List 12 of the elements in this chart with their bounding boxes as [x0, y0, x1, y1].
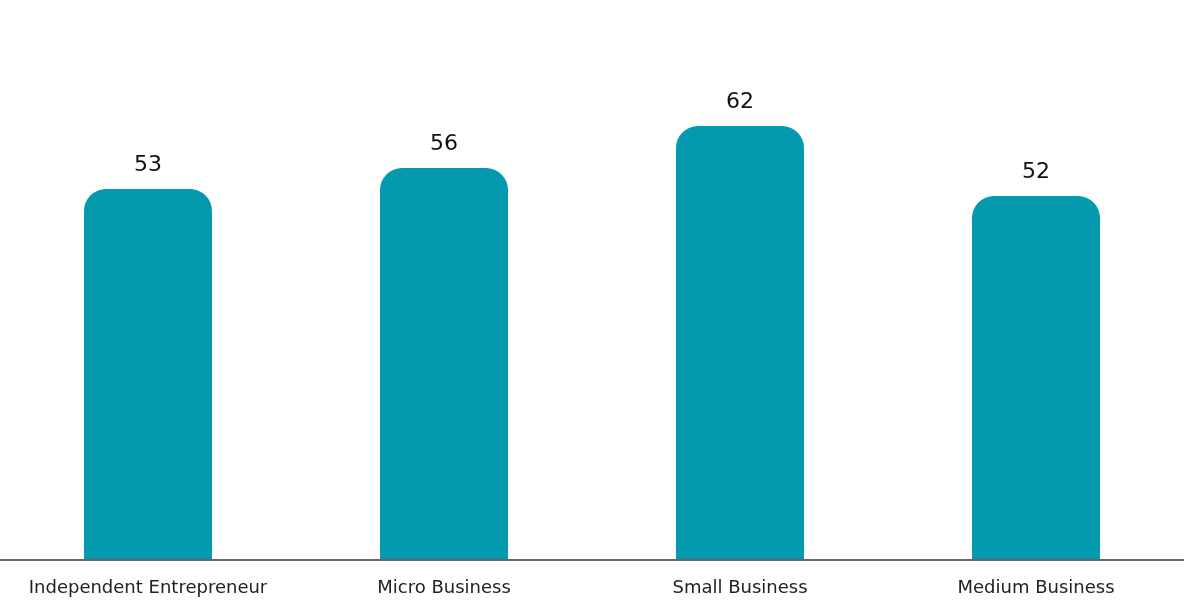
- data-label: 62: [726, 88, 754, 113]
- x-tick-label: Medium Business: [957, 575, 1115, 597]
- x-tick-label: Independent Entrepreneur: [28, 575, 268, 597]
- bar: [380, 168, 508, 560]
- data-label: 52: [1022, 158, 1050, 183]
- bar: [972, 196, 1100, 560]
- bar: [84, 189, 212, 560]
- x-tick-label: Small Business: [672, 575, 808, 597]
- x-tick-label: Micro Business: [377, 575, 511, 597]
- data-label: 53: [134, 151, 162, 176]
- data-label: 56: [430, 130, 458, 155]
- bar: [676, 126, 804, 560]
